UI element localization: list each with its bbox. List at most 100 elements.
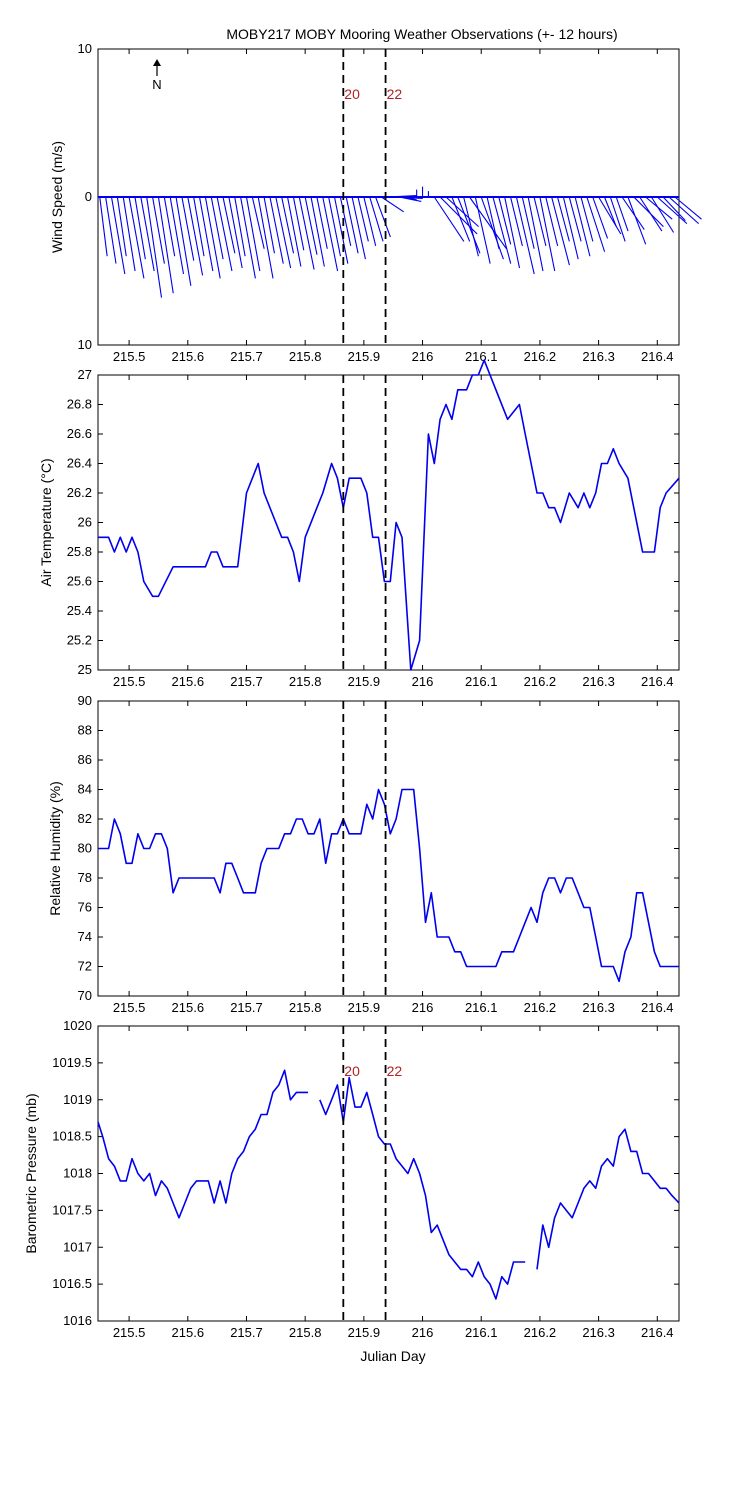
- x-tick-label: 216: [412, 674, 434, 689]
- wind-barb: [240, 196, 256, 279]
- wind-barb: [369, 196, 384, 242]
- wind-barb: [457, 196, 481, 254]
- series-line: [97, 1069, 309, 1219]
- x-tick-label: 215.8: [289, 349, 322, 364]
- wind-barb: [281, 196, 295, 254]
- wind-barb: [486, 196, 500, 249]
- y-axis-label: Wind Speed (m/s): [49, 141, 65, 253]
- wind-barb: [545, 196, 559, 246]
- hour-marker-label: 22: [387, 1063, 403, 1079]
- y-tick-label: 86: [78, 752, 92, 767]
- wind-barb: [345, 196, 359, 254]
- y-tick-label: 90: [78, 693, 92, 708]
- y-axis-label: Barometric Pressure (mb): [23, 1093, 39, 1253]
- x-tick-label: 216.1: [465, 1000, 498, 1015]
- relative-humidity-panel: 215.5 215.6 215.7 215.8 215.9 216 216.1 216.2 21…: [47, 693, 680, 1015]
- wind-barb: [574, 196, 591, 257]
- x-axis-label: Julian Day: [360, 1348, 425, 1364]
- series-line: [98, 359, 680, 671]
- wind-barb: [615, 196, 629, 232]
- wind-barb: [527, 196, 544, 272]
- x-tick-label: 216: [412, 349, 434, 364]
- wind-barb: [275, 196, 292, 269]
- x-tick-label: 216.2: [524, 1000, 557, 1015]
- hour-marker-label: 20: [344, 86, 360, 102]
- wind-barb: [328, 196, 342, 257]
- wind-barb: [586, 196, 606, 252]
- wind-barb: [480, 196, 504, 260]
- wind-barb: [333, 196, 349, 264]
- wind-barb: [387, 194, 417, 198]
- series-line: [98, 788, 679, 983]
- x-tick-label: 216.3: [582, 1325, 615, 1340]
- x-tick-label: 215.6: [172, 1000, 205, 1015]
- north-label: N: [152, 77, 161, 92]
- wind-barb: [515, 196, 535, 275]
- y-tick-label: 72: [78, 959, 92, 974]
- x-tick-label: 215.6: [172, 349, 205, 364]
- wind-barb: [175, 196, 192, 286]
- wind-barb: [322, 196, 339, 272]
- north-arrowhead-icon: [153, 59, 161, 66]
- x-tick-label: 215.8: [289, 1000, 322, 1015]
- y-tick-label: 70: [78, 988, 92, 1003]
- plot-frame: [97, 374, 680, 671]
- wind-barb: [357, 196, 369, 242]
- wind-barb: [562, 196, 579, 260]
- wind-barb: [627, 196, 647, 245]
- wind-barb: [656, 196, 688, 225]
- y-tick-label: 26: [78, 515, 92, 530]
- wind-barb: [539, 196, 556, 272]
- wind-barb: [110, 196, 126, 275]
- figure-title: MOBY217 MOBY Mooring Weather Observation…: [226, 26, 617, 42]
- wind-barb: [445, 196, 479, 228]
- x-tick-label: 216.3: [582, 349, 615, 364]
- wind-barb: [609, 196, 626, 242]
- y-tick-label: 27: [78, 367, 92, 382]
- wind-barb: [251, 196, 265, 249]
- wind-barb: [533, 196, 547, 246]
- y-tick-label: 10: [78, 337, 92, 352]
- wind-barb: [245, 196, 261, 272]
- wind-barb: [568, 196, 582, 242]
- wind-barb: [498, 196, 512, 245]
- barometric-pressure-panel: 215.5 215.6 215.7 215.8 215.9 216 216.1 216.2 21…: [23, 1018, 680, 1340]
- x-tick-label: 216.4: [641, 1325, 674, 1340]
- wind-barb: [674, 196, 702, 220]
- wind-barb: [363, 196, 377, 246]
- x-tick-label: 215.7: [230, 1000, 263, 1015]
- hour-marker-label: 20: [344, 1063, 360, 1079]
- wind-barb: [198, 196, 214, 272]
- x-tick-label: 215.9: [348, 349, 381, 364]
- wind-barb: [134, 196, 146, 260]
- wind-barb: [633, 196, 664, 227]
- wind-barb: [556, 196, 570, 242]
- wind-barb: [668, 196, 699, 225]
- y-tick-label: 80: [78, 841, 92, 856]
- y-tick-label: 78: [78, 870, 92, 885]
- x-tick-label: 215.9: [348, 1325, 381, 1340]
- wind-barb: [504, 196, 521, 269]
- wind-barb: [521, 196, 535, 249]
- plot-frame: [97, 700, 680, 997]
- y-tick-label: 1019: [63, 1092, 92, 1107]
- wind-barb: [375, 196, 391, 238]
- y-tick-label: 25: [78, 662, 92, 677]
- wind-barb: [169, 196, 185, 275]
- x-tick-label: 216.4: [641, 349, 674, 364]
- y-tick-label: 25.6: [67, 574, 92, 589]
- y-axis-label: Air Temperature (°C): [38, 458, 54, 586]
- wind-barb: [116, 196, 127, 257]
- x-tick-label: 216.1: [465, 1325, 498, 1340]
- y-tick-label: 26.6: [67, 426, 92, 441]
- wind-barb: [492, 196, 512, 264]
- y-tick-label: 1016.5: [52, 1276, 92, 1291]
- x-tick-label: 215.7: [230, 349, 263, 364]
- y-tick-label: 25.8: [67, 544, 92, 559]
- wind-barb: [216, 196, 233, 272]
- y-tick-label: 25.2: [67, 633, 92, 648]
- hour-marker-label: 22: [387, 86, 403, 102]
- y-tick-label: 74: [78, 929, 92, 944]
- wind-barb: [99, 196, 108, 257]
- wind-barb: [287, 196, 302, 267]
